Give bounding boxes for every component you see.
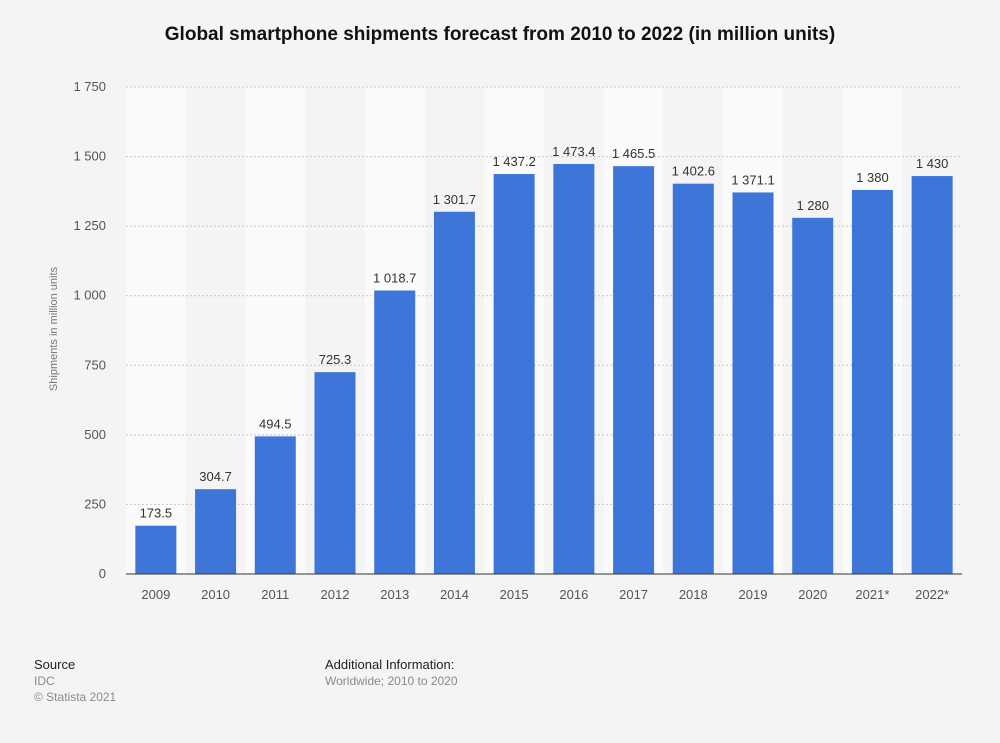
data-label: 1 473.4 <box>552 144 595 159</box>
data-label: 494.5 <box>259 416 292 431</box>
data-label: 304.7 <box>199 469 232 484</box>
bar-2014 <box>433 211 475 574</box>
source-block: Source IDC © Statista 2021 <box>34 657 116 705</box>
data-label: 1 280 <box>796 198 829 213</box>
copyright-text: © Statista 2021 <box>34 690 117 704</box>
x-tick-label: 2013 <box>380 587 409 602</box>
x-tick-label: 2010 <box>201 587 230 602</box>
bar-2012 <box>314 372 356 574</box>
data-label: 1 402.6 <box>672 164 715 179</box>
source-name: IDC <box>34 674 55 688</box>
additional-info-heading: Additional Information: <box>325 657 455 672</box>
chart-title: Global smartphone shipments forecast fro… <box>164 24 836 45</box>
y-axis-label: Shipments in million units <box>48 266 60 391</box>
x-tick-label: 2020 <box>798 587 827 602</box>
y-axis-ticks: 0 250 500 750 1 000 1 250 1 500 1 750 <box>73 79 106 581</box>
y-tick-label: 250 <box>84 496 106 511</box>
bar-2017 <box>613 166 655 574</box>
bar-2019 <box>732 192 774 575</box>
data-label: 1 018.7 <box>373 271 416 286</box>
bar-2010 <box>195 489 237 574</box>
bar-2021 <box>851 189 893 575</box>
y-tick-label: 1 000 <box>73 288 106 303</box>
bar-2022 <box>911 176 953 574</box>
bar-2013 <box>374 290 416 574</box>
bar-2009 <box>135 525 177 574</box>
data-label: 1 371.1 <box>731 172 774 187</box>
data-label: 173.5 <box>140 506 173 521</box>
y-tick-label: 1 500 <box>73 149 106 164</box>
data-label: 725.3 <box>319 352 352 367</box>
x-tick-label: 2021* <box>855 587 889 602</box>
x-tick-label: 2017 <box>619 587 648 602</box>
y-tick-label: 0 <box>99 566 106 581</box>
data-label: 1 465.5 <box>612 146 655 161</box>
source-heading: Source <box>34 657 76 672</box>
x-tick-label: 2015 <box>500 587 529 602</box>
x-tick-label: 2009 <box>141 587 170 602</box>
bar-2020 <box>792 217 834 574</box>
y-tick-label: 1 750 <box>73 79 106 94</box>
bar-2011 <box>254 436 296 574</box>
x-tick-label: 2011 <box>261 587 289 602</box>
bars <box>135 163 953 575</box>
data-label: 1 301.7 <box>433 192 476 207</box>
x-tick-label: 2012 <box>321 587 350 602</box>
bar-2015 <box>493 174 535 574</box>
x-tick-label: 2016 <box>559 587 588 602</box>
y-tick-label: 750 <box>84 357 106 372</box>
bar-2018 <box>672 183 714 574</box>
y-tick-label: 500 <box>84 427 106 442</box>
additional-info-block: Additional Information: Worldwide; 2010 … <box>325 657 458 689</box>
x-tick-label: 2022* <box>915 587 949 602</box>
data-labels: 173.5 304.7 494.5 725.3 1 018.7 1 301.7 1 437.… <box>140 144 949 521</box>
data-label: 1 437.2 <box>492 154 535 169</box>
x-axis-ticks: 2009 2010 2011 2012 2013 2014 2015 2016 2017 2018… <box>141 587 949 602</box>
data-label: 1 380 <box>856 170 889 185</box>
y-tick-label: 1 250 <box>73 218 106 233</box>
data-label: 1 430 <box>916 156 949 171</box>
bar-chart: 173.5 304.7 494.5 725.3 1 018.7 1 301.7 1 437.… <box>48 79 962 602</box>
additional-info-text: Worldwide; 2010 to 2020 <box>325 674 458 688</box>
x-tick-label: 2019 <box>739 587 768 602</box>
x-tick-label: 2014 <box>440 587 469 602</box>
x-tick-label: 2018 <box>679 587 708 602</box>
bar-2016 <box>553 163 595 575</box>
column-band <box>126 87 186 574</box>
